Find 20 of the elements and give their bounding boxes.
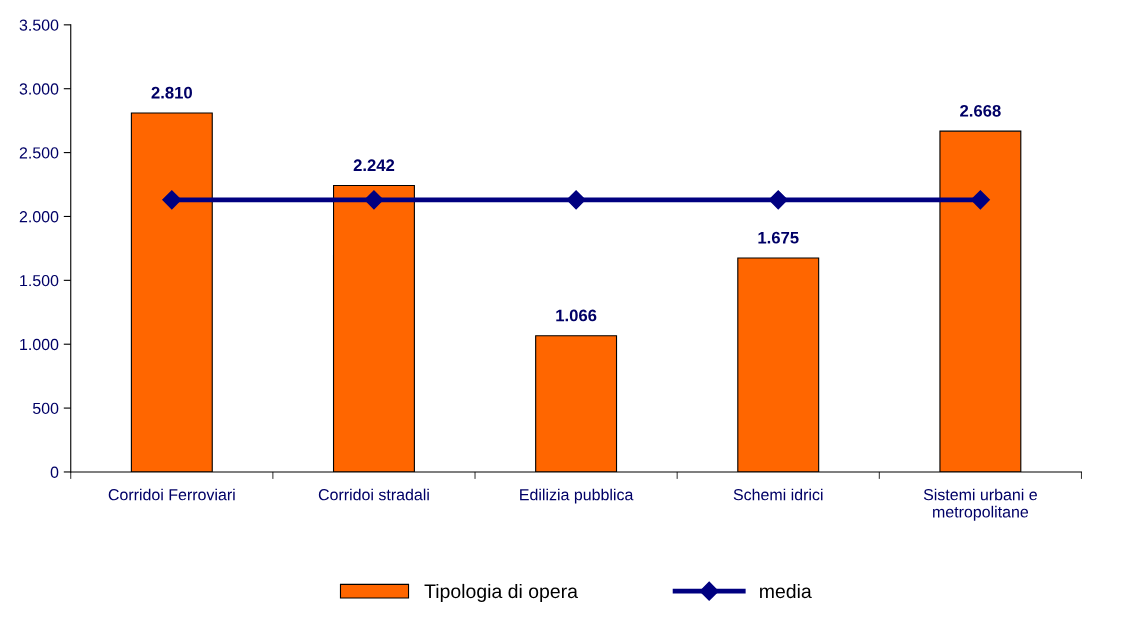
x-tick-label: Edilizia pubblica [520,488,634,504]
data-label: 1.675 [758,231,799,244]
x-tick-label: Corridoi Ferroviari [108,488,235,501]
y-tick-label: 2.500 [19,147,59,159]
y-tick-label: 1.500 [20,274,59,287]
y-tick-label: 2.000 [19,211,59,223]
y-tick-label: 3.000 [19,83,59,95]
y-tick-label: 500 [32,402,59,415]
legend-label: media [760,583,812,599]
x-tick-label: Corridoi stradali [318,488,429,501]
data-label: 2.810 [151,86,192,99]
y-tick-label: 1.000 [20,338,59,351]
legend-label: Tipologia di opera [424,583,578,603]
data-label: 2.668 [960,104,1001,117]
x-tick-label: Schemi idrici [733,488,823,501]
y-tick-label: 3.500 [19,19,59,31]
x-tick-label: Sistemi urbani e metropolitane [923,488,1037,521]
data-label: 1.066 [556,309,597,322]
y-tick-label: 0 [50,466,59,478]
data-label: 2.242 [353,159,395,171]
